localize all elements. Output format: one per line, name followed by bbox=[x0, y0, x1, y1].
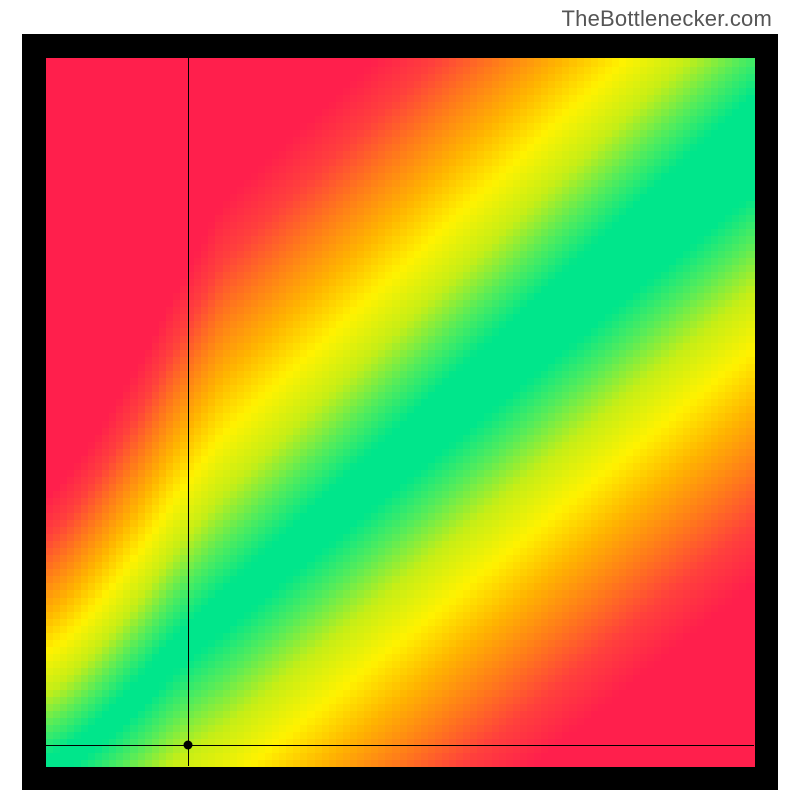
crosshair-horizontal-line bbox=[46, 745, 754, 746]
watermark-text: TheBottlenecker.com bbox=[562, 6, 772, 32]
crosshair-dot bbox=[183, 740, 192, 749]
crosshair-vertical-line bbox=[188, 58, 189, 766]
heatmap-canvas bbox=[22, 34, 778, 790]
heatmap-plot bbox=[22, 34, 778, 790]
